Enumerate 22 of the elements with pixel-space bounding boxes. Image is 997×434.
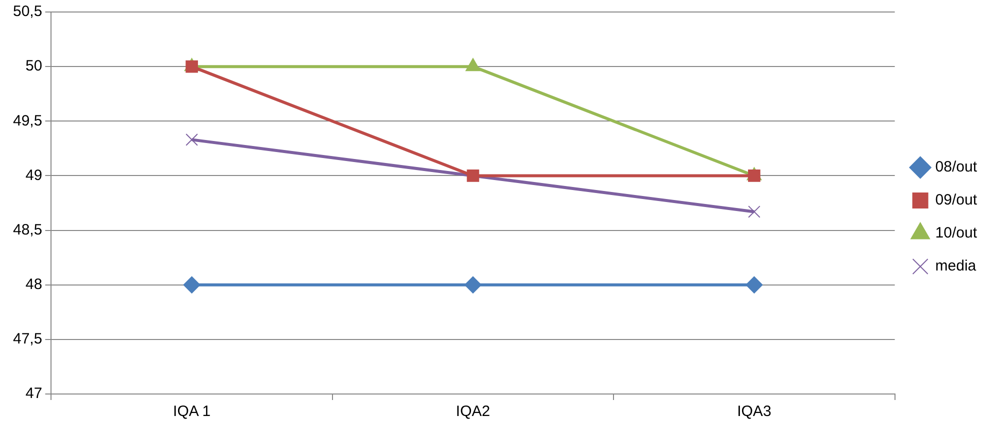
y-tick-label: 50,5 [12,3,42,20]
point [748,170,760,182]
legend-label: 10/out [935,224,978,242]
point [186,134,198,146]
legend-label: 09/out [935,192,978,209]
y-tick-label: 47,5 [12,330,42,348]
y-tick-label: 48,5 [12,221,42,238]
y-tick-label: 49 [26,166,42,184]
y-tick-label: 49,5 [12,112,42,130]
y-tick-label: 50 [26,58,42,75]
x-tick-label: IQA 1 [173,403,211,420]
point [186,60,198,73]
point [464,276,482,294]
y-tick-label: 48 [26,276,42,293]
legend-label: media [935,258,977,275]
x-tick-label: IQA3 [737,403,772,420]
x-tick-label: IQA2 [456,403,490,420]
point [183,276,200,294]
legend-label: 08/out [935,158,978,176]
y-tick-label: 47 [26,385,42,402]
point [746,276,763,294]
point [748,206,760,218]
